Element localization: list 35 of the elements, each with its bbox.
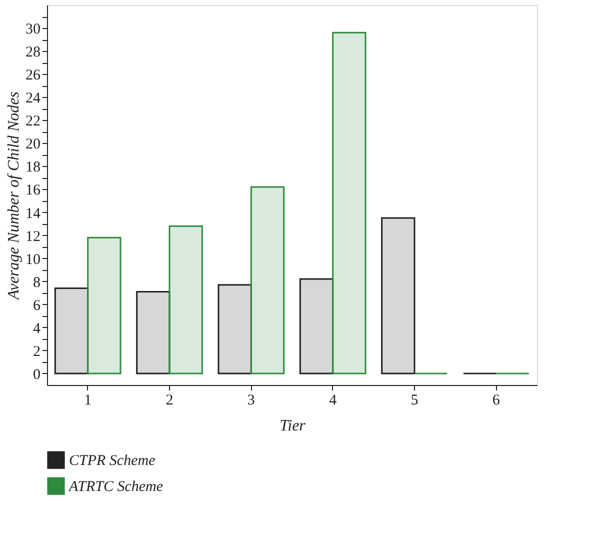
bar: [299, 278, 334, 374]
y-tick-label: 18: [26, 160, 40, 176]
y-tick-label: 6: [33, 298, 41, 314]
y-tick-label: 14: [26, 206, 41, 222]
y-tick-label: 0: [33, 366, 40, 383]
bar: [250, 186, 285, 374]
y-tick-label: 8: [33, 274, 40, 291]
y-tick-label: 30: [26, 22, 40, 38]
y-axis-title: Average Number of Child Nodes: [6, 92, 22, 300]
x-axis-title: Tier: [280, 418, 306, 434]
bar: [218, 284, 252, 374]
legend-label: ATRTC Scheme: [68, 479, 164, 495]
bar: [87, 236, 122, 374]
bar: [54, 288, 89, 374]
y-tick-label: 2: [33, 344, 40, 360]
x-tick-label: 2: [166, 392, 174, 408]
x-tick-label: 1: [84, 392, 92, 408]
y-tick-label: 10: [26, 252, 40, 268]
bar: [136, 290, 170, 374]
y-tick-label: 28: [26, 44, 40, 61]
x-tick-label: 5: [410, 392, 418, 408]
bar: [381, 217, 416, 374]
y-tick-label: 20: [26, 136, 40, 153]
bar: [168, 225, 203, 374]
bar: [332, 32, 366, 374]
x-tick-label: 3: [247, 392, 255, 408]
y-tick-label: 16: [26, 182, 41, 199]
y-tick-label: 22: [26, 114, 40, 130]
y-tick-label: 12: [26, 228, 40, 245]
legend-label: CTPR Scheme: [69, 453, 156, 469]
y-tick-label: 4: [33, 320, 41, 337]
x-tick-label: 6: [492, 392, 500, 408]
x-tick-label: 4: [329, 392, 338, 408]
y-tick-label: 26: [26, 68, 41, 84]
y-tick-label: 24: [26, 90, 41, 107]
